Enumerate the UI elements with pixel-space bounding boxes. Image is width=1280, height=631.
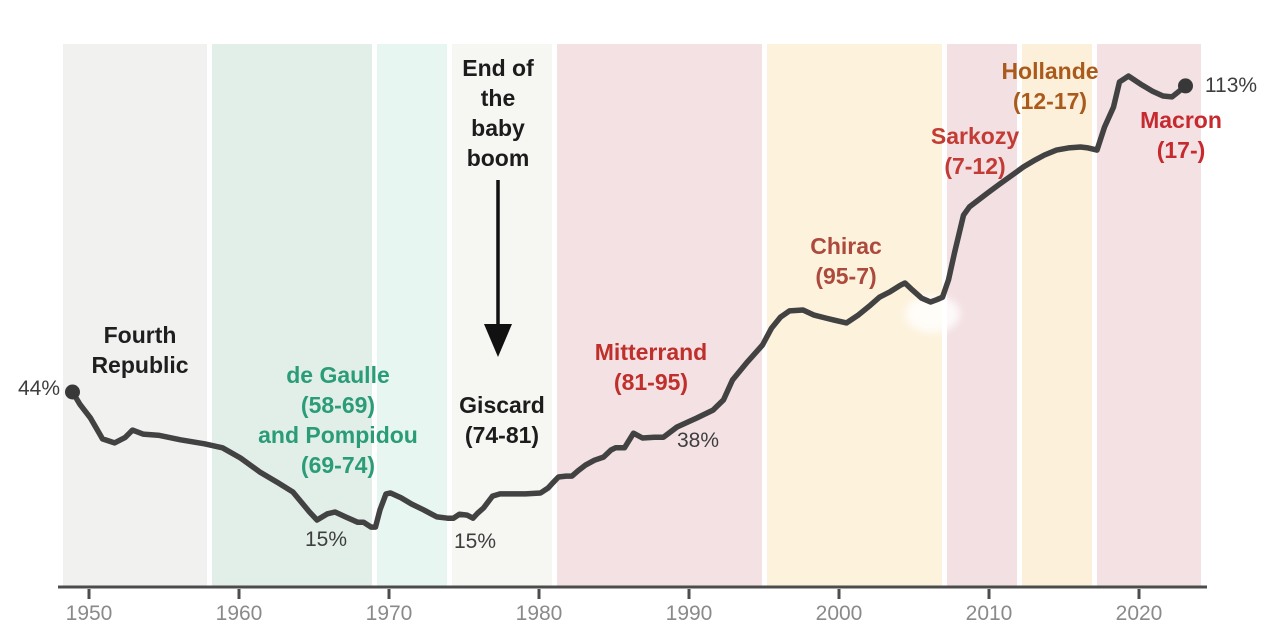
x-axis-tick-label: 2010 [965,602,1013,625]
era-label-chirac: Chirac (95-7) [810,231,882,291]
x-axis-tick-label: 1980 [515,602,563,625]
era-label-giscard: Giscard (74-81) [459,390,545,450]
era-label-line: Sarkozy [930,123,1020,149]
era-label-line: and Pompidou [258,422,418,448]
era-label-line: de Gaulle [286,362,390,388]
value-label-15pct: 15% [304,528,348,551]
era-label-line: (81-95) [613,369,689,395]
era-label-line: Macron [1140,107,1222,133]
value-label-113pct: 113% [1204,74,1258,97]
baby-boom-arrow-head [484,324,512,357]
era-label-mitterrand: Mitterrand (81-95) [595,337,707,397]
x-axis-tick-label: 1950 [65,602,113,625]
value-label-44pct: 44% [17,377,61,400]
era-band-macron [1096,44,1201,586]
era-label-baby-boom: End of the baby boom [462,53,534,173]
era-label-line: Republic [91,352,189,378]
era-label-line: (17-) [1156,137,1206,163]
x-axis-tick-label: 2020 [1115,602,1163,625]
start-point-marker [65,384,80,400]
x-axis-tick-label: 1990 [665,602,713,625]
era-label-line: (12-17) [1012,88,1088,114]
end-point-marker [1178,78,1193,94]
era-label-line: (7-12) [944,153,1006,179]
era-label-line: Giscard [459,392,545,418]
x-axis-tick-label: 1960 [215,602,263,625]
era-label-line: (69-74) [300,452,376,478]
era-label-line: the [480,85,516,111]
era-label-line: Mitterrand [594,339,708,365]
era-label-fourth-republic: Fourth Republic [91,320,188,380]
era-label-line: (58-69) [300,392,376,418]
era-label-macron: Macron (17-) [1140,105,1222,165]
era-label-line: boom [466,145,530,171]
era-label-line: Hollande [1001,58,1099,84]
era-band-hollande [1021,44,1092,586]
era-label-line: baby [471,115,525,141]
era-label-de-gaulle-pompidou: de Gaulle (58-69) and Pompidou (69-74) [258,360,418,480]
era-label-line: (95-7) [815,263,877,289]
era-label-line: Fourth [103,322,177,348]
era-label-sarkozy: Sarkozy (7-12) [931,121,1019,181]
era-band-fourth-republic [63,44,207,586]
era-label-hollande: Hollande (12-17) [1001,56,1098,116]
era-band-de-gaulle [211,44,372,586]
debt-curve [69,73,1189,530]
era-label-line: (74-81) [464,422,540,448]
era-band-mitterrand [556,44,762,586]
value-label-15pct: 15% [453,530,497,553]
era-label-line: Chirac [810,233,882,259]
x-axis-tick-label: 1970 [365,602,413,625]
value-label-38pct: 38% [676,429,720,452]
era-label-line: End of [462,55,534,81]
x-axis-tick-label: 2000 [815,602,863,625]
